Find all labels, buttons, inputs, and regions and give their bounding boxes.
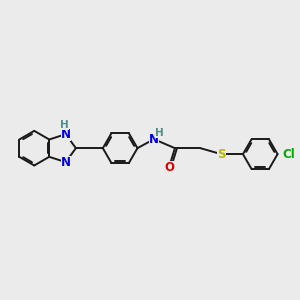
- Text: N: N: [61, 128, 71, 141]
- Text: H: H: [60, 120, 69, 130]
- Text: N: N: [149, 133, 159, 146]
- Text: O: O: [164, 161, 174, 174]
- Text: H: H: [155, 128, 164, 138]
- Text: N: N: [61, 156, 71, 169]
- Text: S: S: [217, 148, 226, 161]
- Text: Cl: Cl: [282, 148, 295, 161]
